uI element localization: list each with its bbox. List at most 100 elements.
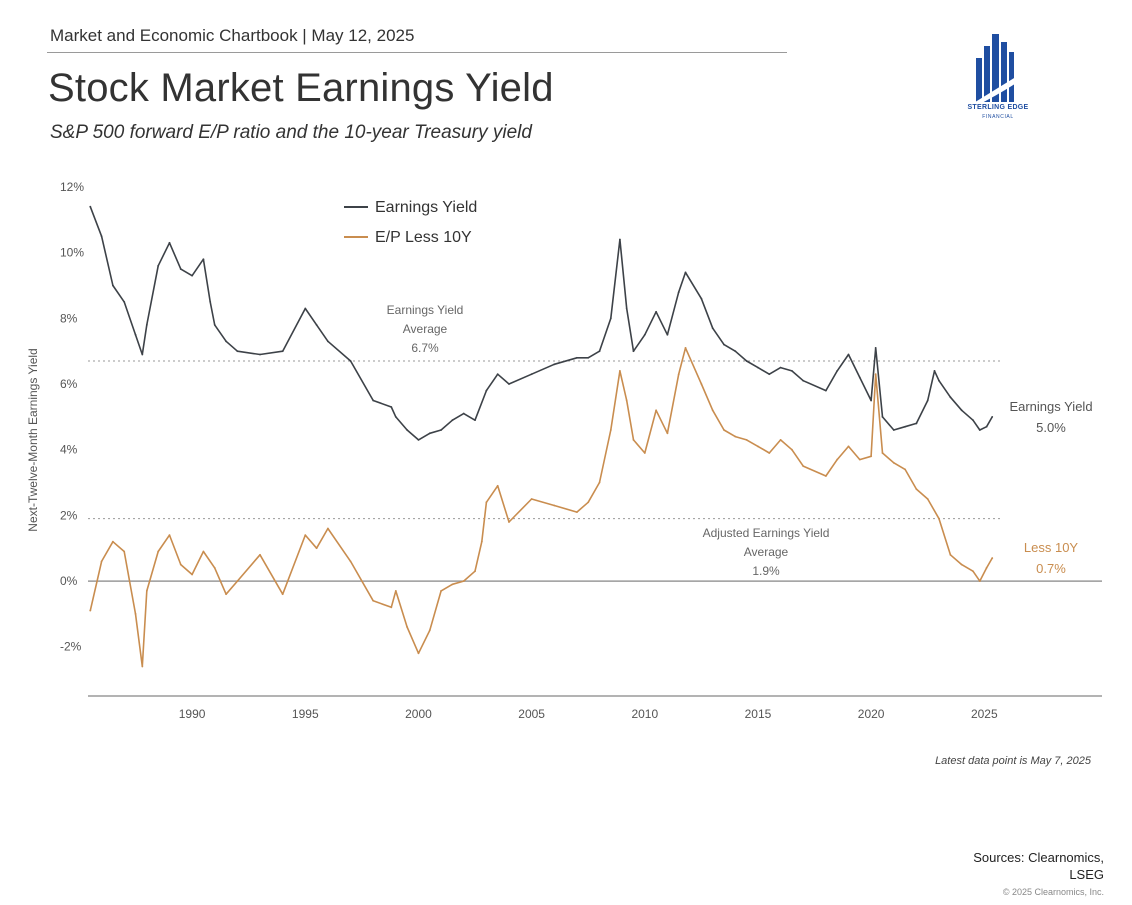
- series-point: [349, 360, 352, 362]
- series-point: [858, 458, 861, 461]
- y-tick-label: 4%: [60, 443, 78, 457]
- series-point: [677, 291, 680, 293]
- annotation-adjusted-average: Adjusted Earnings Yield: [703, 526, 830, 540]
- y-tick-label: 8%: [60, 311, 78, 325]
- series-point: [711, 327, 714, 330]
- series-point: [858, 376, 861, 379]
- series-point: [259, 353, 261, 356]
- series-point: [451, 419, 454, 422]
- series-point: [123, 550, 126, 553]
- chartbook-kicker: Market and Economic Chartbook | May 12, …: [50, 26, 415, 45]
- series-point: [179, 563, 182, 566]
- series-point: [949, 396, 952, 399]
- series-point: [89, 205, 92, 208]
- series-point: [179, 268, 182, 270]
- series-point: [684, 271, 687, 274]
- series-point: [643, 452, 646, 454]
- series-point: [978, 580, 981, 582]
- series-point: [123, 301, 126, 303]
- x-tick-label: 2015: [745, 707, 772, 721]
- annotation-less10y-latest: 0.7%: [1036, 561, 1066, 576]
- series-point: [485, 389, 488, 392]
- annotation-ey-latest: Earnings Yield: [1009, 399, 1092, 414]
- series-point: [643, 333, 646, 336]
- series-point: [757, 445, 759, 448]
- series-point: [666, 333, 669, 336]
- series-point: [390, 606, 393, 609]
- annotation-adjusted-average: 1.9%: [752, 564, 780, 578]
- series-point: [141, 353, 144, 356]
- annotation-ey-average: Earnings Yield: [387, 303, 464, 317]
- series-point: [598, 481, 601, 484]
- series-point: [281, 350, 284, 353]
- series-point: [496, 484, 499, 487]
- series-point: [666, 432, 669, 435]
- series-point: [394, 415, 397, 418]
- series-point: [926, 399, 929, 402]
- series-point: [417, 652, 420, 655]
- series-point: [440, 429, 442, 431]
- series-point: [145, 324, 148, 326]
- series-point: [836, 458, 839, 461]
- series-point: [417, 438, 420, 441]
- series-point: [100, 235, 103, 238]
- series-point: [836, 369, 839, 372]
- series-point: [372, 399, 375, 402]
- series-point: [972, 419, 974, 422]
- series-point: [225, 340, 227, 343]
- series-point: [440, 590, 442, 592]
- series-point: [892, 461, 895, 464]
- series-point: [949, 553, 952, 556]
- sources-line-1: Sources: Clearnomics,: [973, 850, 1104, 865]
- series-point: [625, 399, 628, 402]
- series-point: [191, 274, 194, 277]
- annotation-less10y-latest: Less 10Y: [1024, 540, 1079, 555]
- series-point: [575, 356, 578, 359]
- series-point: [847, 353, 850, 356]
- series-point: [991, 557, 994, 559]
- sterling-edge-logo-icon: [972, 34, 1024, 108]
- series-point: [711, 409, 714, 412]
- series-point: [870, 399, 873, 402]
- logo-name: STERLING EDGE: [967, 104, 1029, 111]
- series-point: [985, 567, 988, 569]
- page-subtitle: S&P 500 forward E/P ratio and the 10-yea…: [50, 122, 532, 143]
- series-point: [480, 540, 483, 543]
- header-divider: [47, 52, 787, 53]
- series-point: [553, 504, 556, 507]
- series-point: [655, 409, 658, 412]
- series-point: [972, 570, 974, 573]
- x-tick-label: 2000: [405, 707, 432, 721]
- x-tick-label: 1990: [179, 707, 206, 721]
- series-point: [655, 310, 658, 313]
- series-point: [508, 521, 510, 523]
- series-point: [632, 438, 635, 441]
- series-point: [874, 347, 877, 349]
- series-point: [428, 629, 431, 632]
- chart-reference-lines: [88, 360, 1102, 582]
- series-point: [406, 429, 409, 431]
- chart-series: [89, 205, 994, 668]
- series-point: [168, 241, 171, 244]
- series-point: [390, 406, 393, 408]
- logo-subname: FINANCIAL: [982, 114, 1014, 120]
- series-point: [327, 527, 329, 530]
- series-point: [598, 350, 601, 353]
- series-point: [111, 540, 114, 543]
- series-point: [530, 498, 533, 500]
- x-tick-label: 2005: [518, 707, 545, 721]
- series-point: [485, 501, 488, 504]
- series-point: [960, 409, 963, 412]
- x-tick-label: 2010: [631, 707, 658, 721]
- sources-line-2: LSEG: [1069, 867, 1104, 882]
- series-point: [874, 373, 877, 376]
- series-line-0: [89, 206, 993, 441]
- series-point: [225, 593, 227, 596]
- series-point: [933, 369, 936, 372]
- series-point: [632, 350, 635, 353]
- annotation-adjusted-average: Average: [744, 545, 789, 559]
- series-point: [978, 429, 981, 431]
- x-tick-label: 2025: [971, 707, 998, 721]
- series-point: [134, 613, 137, 615]
